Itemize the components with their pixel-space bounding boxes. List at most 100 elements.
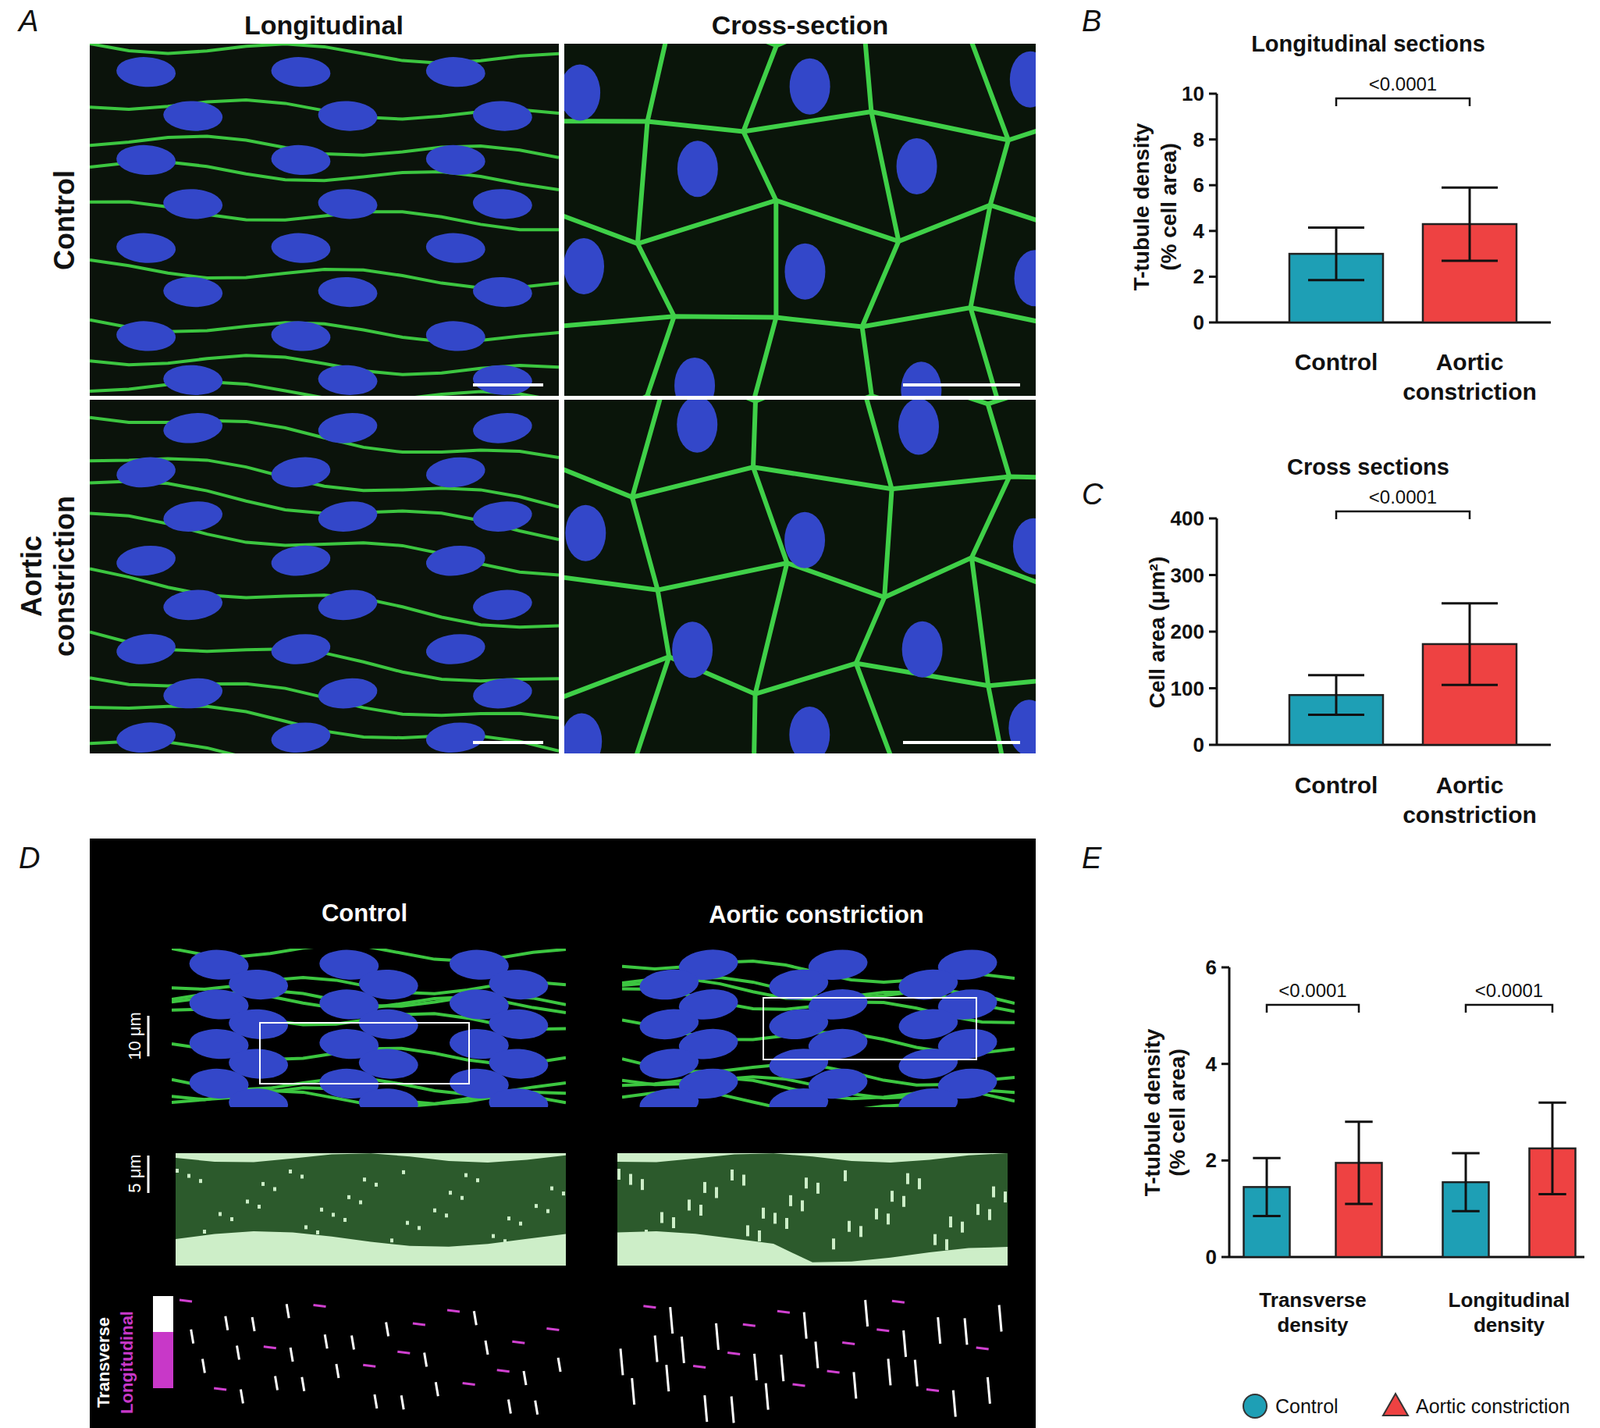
skeleton-segment: [508, 1398, 511, 1413]
column-header: Longitudinal: [244, 10, 404, 40]
text-line: Control: [48, 170, 81, 271]
text-line: constriction: [1402, 378, 1537, 405]
mask-speck: [617, 1168, 621, 1180]
nucleus: [270, 143, 332, 177]
mask-speck: [519, 1221, 523, 1226]
panel-letter: B: [1081, 4, 1102, 38]
category-label: Aorticconstriction: [1402, 348, 1537, 405]
error-cap: [1252, 1214, 1280, 1217]
mask-speck: [546, 1208, 550, 1213]
mask-edge: [617, 1152, 1008, 1163]
mask-speck: [304, 1224, 308, 1229]
mask-speck: [288, 1169, 292, 1174]
y-tick: [1208, 630, 1217, 633]
legend-swatch: [152, 1295, 174, 1332]
background: [0, 0, 1600, 1428]
nucleus: [115, 319, 177, 352]
panel-d-bg: [89, 838, 1036, 1428]
mask: [175, 1152, 566, 1266]
nucleus: [358, 1086, 420, 1107]
nucleus: [425, 319, 487, 352]
nucleus: [114, 542, 178, 579]
y-tick: [1221, 1255, 1230, 1259]
legend-swatch: [152, 1331, 174, 1388]
skeleton-segment: [777, 1310, 790, 1312]
nucleus: [317, 99, 379, 133]
nucleus: [162, 363, 224, 396]
panel-letter: D: [18, 841, 40, 875]
error-cap: [1451, 1209, 1480, 1213]
mask-speck: [917, 1177, 921, 1189]
mask-speck: [245, 1198, 249, 1203]
mask-speck: [390, 1237, 394, 1242]
membrane: [89, 632, 559, 682]
skeleton: [179, 1299, 561, 1415]
mask-speck: [933, 1233, 937, 1245]
skeleton-segment: [815, 1340, 818, 1368]
error-bar: [1308, 675, 1365, 715]
scale-bar: [147, 1155, 150, 1193]
skeleton-segment: [964, 1317, 968, 1344]
skeleton-segment: [362, 1364, 376, 1366]
mask: [617, 1152, 1008, 1266]
chart: Longitudinal sectionsT-tubule density(% …: [1129, 31, 1551, 405]
y-tick: [1208, 686, 1217, 690]
membrane: [743, 45, 777, 396]
skeleton-segment: [938, 1316, 941, 1344]
mask-edge: [175, 1230, 566, 1266]
skeleton-segment: [512, 1340, 525, 1343]
text-line: density: [1276, 1312, 1349, 1337]
skeleton-segment: [827, 1370, 840, 1373]
mask-speck: [859, 1225, 863, 1237]
tick-label: 2: [1205, 1148, 1217, 1172]
mask-speck: [644, 1229, 648, 1241]
mask-speck: [331, 1212, 335, 1216]
mask-speck: [960, 1221, 964, 1233]
error-bar: [1441, 187, 1498, 261]
skeleton-segment: [424, 1352, 427, 1367]
membrane: [564, 43, 1036, 49]
skeleton-segment: [397, 1351, 410, 1353]
scale-bar: [472, 383, 544, 387]
mask-speck: [218, 1211, 222, 1216]
mask-speck: [401, 1169, 406, 1174]
skeleton-segment: [202, 1358, 205, 1373]
mask-speck: [703, 1181, 707, 1193]
tick-label: 0: [1193, 732, 1205, 757]
mask-speck: [886, 1212, 890, 1224]
error-cap: [1308, 713, 1365, 716]
error-line: [1358, 1121, 1361, 1204]
micrograph: [171, 948, 566, 1107]
skeleton-segment: [558, 1357, 561, 1372]
skeleton-segment: [853, 1371, 857, 1398]
tick-label: 4: [1193, 219, 1206, 243]
membrane: [564, 307, 1036, 336]
skeleton-segment: [401, 1394, 404, 1409]
marks: [1289, 603, 1517, 745]
mask-speck: [448, 1190, 452, 1195]
mask-speck: [460, 1195, 464, 1200]
scale-bar: [903, 740, 1021, 744]
nucleus: [270, 719, 333, 754]
nucleus: [114, 719, 178, 754]
mask-speck: [906, 1173, 910, 1184]
skeleton-segment: [302, 1376, 305, 1391]
nucleus: [1013, 518, 1036, 575]
nucleus: [162, 99, 224, 133]
significance-bracket: [1465, 1004, 1553, 1013]
skeleton-segment: [290, 1347, 293, 1362]
mask-speck: [464, 1173, 468, 1177]
axis-label: Cell area (μm²): [1144, 556, 1170, 709]
tick-label: 6: [1205, 955, 1217, 979]
mask-speck: [214, 1234, 218, 1239]
nucleus: [784, 243, 825, 300]
nucleus: [472, 99, 534, 133]
mask-speck: [347, 1194, 351, 1199]
scale-bar-label: 10 μm: [124, 1011, 145, 1060]
axis-label: (% cell area): [1156, 142, 1181, 271]
nucleus: [270, 454, 333, 491]
error-cap: [1308, 226, 1365, 229]
nucleus: [564, 712, 602, 754]
error-line: [1551, 1102, 1554, 1194]
skeleton-segment: [865, 1299, 868, 1327]
